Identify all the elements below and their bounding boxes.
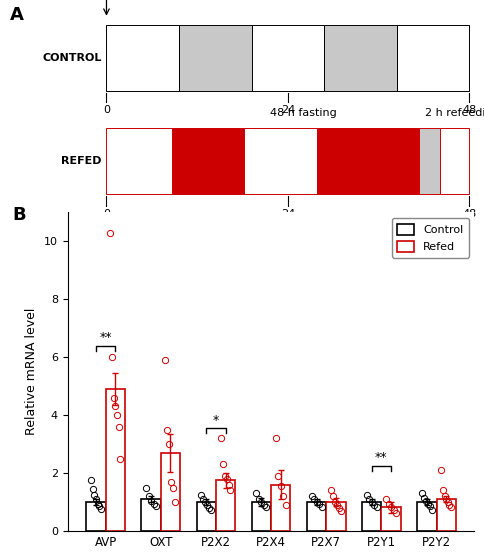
Bar <box>437 499 456 531</box>
Text: **: ** <box>99 331 112 344</box>
Bar <box>141 499 161 531</box>
Text: 48 h fasting: 48 h fasting <box>270 108 336 118</box>
Text: CONTROL: CONTROL <box>42 53 102 63</box>
Y-axis label: Relative mRNA level: Relative mRNA level <box>26 308 39 435</box>
Bar <box>324 25 397 91</box>
Bar <box>252 25 324 91</box>
Bar <box>172 128 244 195</box>
Text: REFED: REFED <box>61 157 102 167</box>
Text: 0: 0 <box>103 106 110 116</box>
Bar <box>106 25 179 91</box>
Bar <box>216 480 235 531</box>
Bar <box>419 128 440 195</box>
Legend: Control, Refed: Control, Refed <box>392 218 469 258</box>
Text: *: * <box>213 414 219 427</box>
Bar <box>106 389 125 531</box>
Text: 0: 0 <box>103 209 110 219</box>
Bar <box>197 502 216 531</box>
Bar <box>440 128 469 195</box>
Bar <box>417 502 437 531</box>
Bar <box>317 128 419 195</box>
Text: 48: 48 <box>462 106 477 116</box>
Text: 24: 24 <box>281 209 295 219</box>
Text: Time (hours): Time (hours) <box>248 228 328 240</box>
Text: A: A <box>10 6 24 24</box>
Bar <box>326 502 346 531</box>
Bar <box>244 128 317 195</box>
Bar <box>271 485 290 531</box>
Bar <box>106 128 172 195</box>
Bar <box>161 453 180 531</box>
Text: 48: 48 <box>462 209 477 219</box>
Text: 24: 24 <box>281 106 295 116</box>
Text: 2 h refeeding: 2 h refeeding <box>424 108 484 118</box>
Bar <box>307 502 326 531</box>
Bar <box>86 502 106 531</box>
Bar <box>381 508 401 531</box>
Bar <box>397 25 469 91</box>
Text: **: ** <box>375 452 388 465</box>
Bar <box>252 502 271 531</box>
Bar <box>179 25 252 91</box>
Text: B: B <box>13 206 27 224</box>
Bar <box>362 502 381 531</box>
